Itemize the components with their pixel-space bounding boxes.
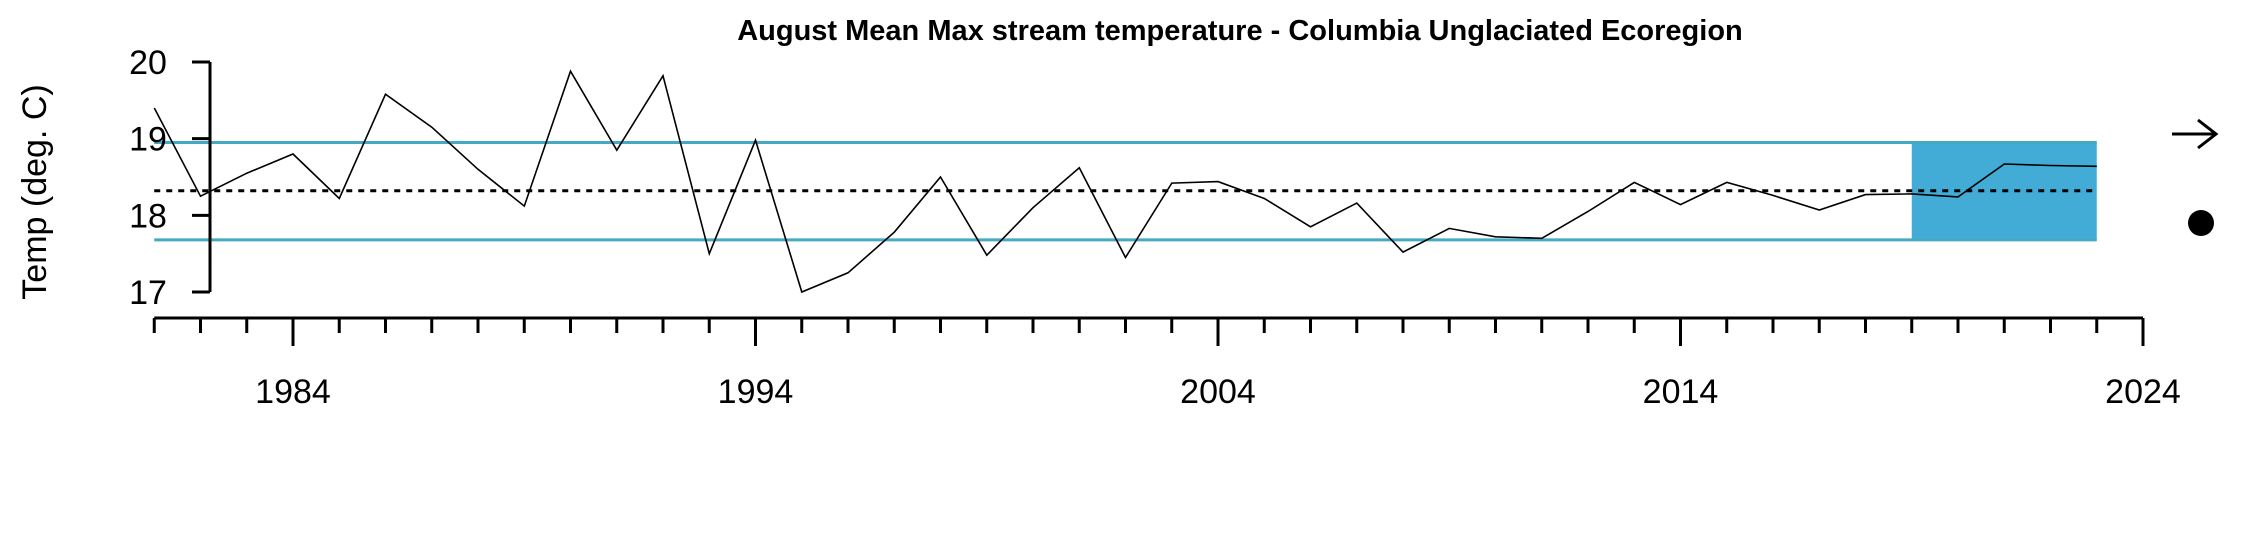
filled-circle-icon [2188,210,2214,236]
arrow-right-icon [2172,118,2219,150]
x-tick-label: 1994 [718,373,794,411]
plot-area [153,69,2097,294]
x-tick-label: 2024 [2105,373,2181,411]
y-tick-label: 20 [129,44,167,82]
chart-title: August Mean Max stream temperature - Col… [737,15,1743,47]
reference-bands [154,141,2097,242]
x-tick-label: 2014 [1643,373,1719,411]
x-tick-label: 1984 [255,373,331,411]
series-line [153,69,2097,294]
y-tick-label: 17 [129,274,167,312]
trend-indicators [2172,118,2219,236]
y-axis: 17 18 19 20 [129,44,212,312]
y-tick-label: 19 [129,121,167,159]
y-tick-label: 18 [129,197,167,235]
x-tick-label: 2004 [1180,373,1256,411]
x-axis: 1984 1994 2004 2014 2024 [152,316,2181,411]
y-axis-label: Temp (deg. C) [16,84,54,299]
